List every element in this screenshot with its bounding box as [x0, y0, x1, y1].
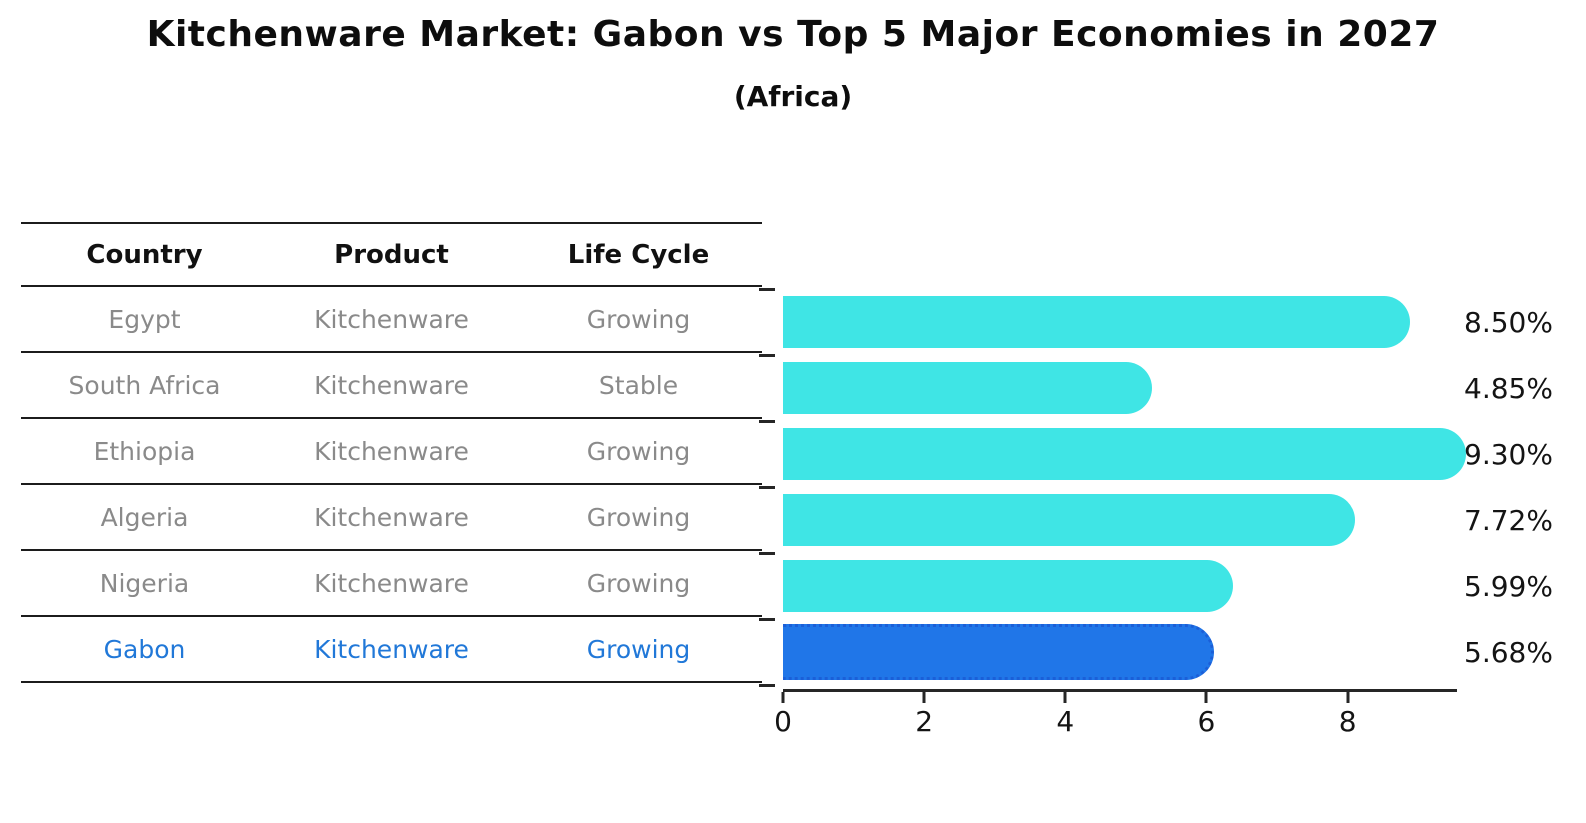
bar-algeria — [783, 494, 1355, 546]
x-tick-label: 2 — [915, 705, 934, 738]
value-label-gabon: 5.68% — [1464, 635, 1553, 669]
country-cell: Algeria — [100, 502, 189, 532]
country-cell: Egypt — [108, 304, 181, 334]
table-row-nigeria: Nigeria Kitchenware Growing — [21, 551, 762, 617]
y-axis-tick — [759, 552, 775, 555]
table-row-gabon: Gabon Kitchenware Growing — [21, 617, 762, 683]
product-cell: Kitchenware — [314, 634, 469, 664]
bar-nigeria — [783, 560, 1233, 612]
table-row-ethiopia: Ethiopia Kitchenware Growing — [21, 419, 762, 485]
value-label-ethiopia: 9.30% — [1464, 437, 1553, 471]
x-tick-label: 0 — [774, 705, 792, 738]
product-cell: Kitchenware — [314, 436, 469, 466]
x-tick-label: 4 — [1056, 705, 1075, 738]
country-cell: Gabon — [103, 634, 186, 664]
bar-row-gabon: 5.68% — [783, 619, 1553, 685]
column-header-product: Product — [334, 239, 449, 270]
bar-chart: 8.50% 4.85% 9.30% 7.72% 5.99% 5.68% 0 2 4 6… — [759, 288, 1553, 749]
y-axis-tick — [759, 354, 775, 357]
country-cell: Ethiopia — [93, 436, 196, 466]
x-axis-tick — [1204, 692, 1208, 703]
bar-ethiopia — [783, 428, 1467, 480]
bar-row-algeria: 7.72% — [783, 487, 1553, 553]
x-axis-tick — [781, 692, 785, 703]
table-row-egypt: Egypt Kitchenware Growing — [21, 287, 762, 353]
life-cycle-cell: Growing — [586, 634, 691, 664]
x-axis-tick — [922, 692, 926, 703]
life-cycle-cell: Stable — [598, 370, 679, 400]
page-subtitle: (Africa) — [733, 80, 853, 113]
y-axis-tick — [759, 288, 775, 291]
x-tick-label: 8 — [1338, 705, 1357, 738]
x-axis-tick — [1063, 692, 1067, 703]
product-cell: Kitchenware — [314, 568, 469, 598]
bar-row-egypt: 8.50% — [783, 289, 1553, 355]
table-row-south-africa: South Africa Kitchenware Stable — [21, 353, 762, 419]
column-header-country: Country — [86, 239, 203, 270]
table-header-row: Country Product Life Cycle — [21, 224, 762, 287]
life-cycle-cell: Growing — [586, 436, 691, 466]
value-label-algeria: 7.72% — [1464, 503, 1553, 537]
country-cell: Nigeria — [99, 568, 190, 598]
product-cell: Kitchenware — [314, 304, 469, 334]
x-tick-label: 6 — [1197, 705, 1216, 738]
value-label-south-africa: 4.85% — [1464, 371, 1553, 405]
bar-south-africa — [783, 362, 1153, 414]
bar-egypt — [783, 296, 1410, 348]
product-cell: Kitchenware — [314, 502, 469, 532]
y-axis-tick — [759, 420, 775, 423]
country-cell: South Africa — [68, 370, 221, 400]
life-cycle-cell: Growing — [586, 502, 691, 532]
country-table: Country Product Life Cycle Egypt Kitchen… — [21, 222, 762, 683]
bar-row-south-africa: 4.85% — [783, 355, 1553, 421]
y-axis-tick — [759, 486, 775, 489]
bar-row-ethiopia: 9.30% — [783, 421, 1553, 487]
page-title: Kitchenware Market: Gabon vs Top 5 Major… — [146, 14, 1440, 55]
y-axis-tick — [759, 618, 775, 621]
x-axis-tick — [1346, 692, 1350, 703]
bar-gabon — [783, 624, 1214, 680]
bar-row-nigeria: 5.99% — [783, 553, 1553, 619]
value-label-egypt: 8.50% — [1464, 305, 1553, 339]
x-axis-line — [783, 689, 1457, 692]
life-cycle-cell: Growing — [586, 568, 691, 598]
life-cycle-cell: Growing — [586, 304, 691, 334]
value-label-nigeria: 5.99% — [1464, 569, 1553, 603]
y-axis-tick — [759, 684, 775, 687]
product-cell: Kitchenware — [314, 370, 469, 400]
column-header-life-cycle: Life Cycle — [567, 239, 710, 270]
table-row-algeria: Algeria Kitchenware Growing — [21, 485, 762, 551]
